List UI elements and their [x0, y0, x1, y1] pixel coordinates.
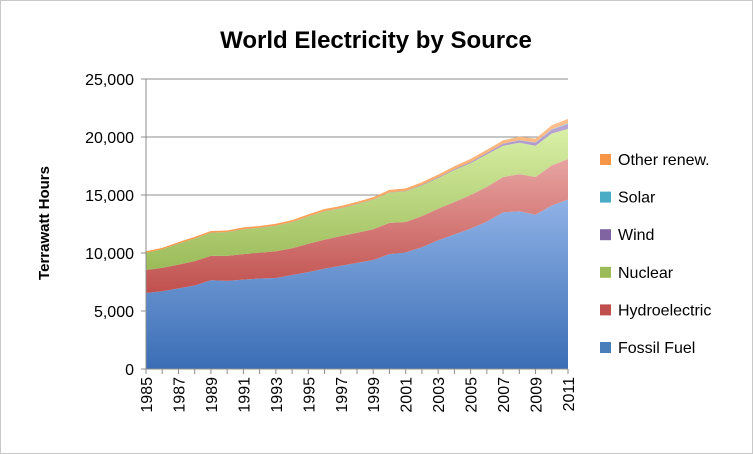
legend-label: Wind [618, 227, 654, 244]
x-tick-label: 1997 [334, 377, 351, 413]
y-tick-label: 0 [125, 362, 134, 379]
y-tick-label: 20,000 [85, 130, 134, 147]
legend-swatch [600, 154, 611, 165]
legend-label: Nuclear [618, 265, 674, 282]
x-tick-label: 2009 [529, 377, 546, 413]
x-tick-label: 1999 [366, 377, 383, 413]
legend-label: Other renew. [618, 152, 710, 169]
y-tick-label: 10,000 [85, 246, 134, 263]
y-axis-label: Terrawatt Hours [36, 166, 53, 280]
legend-label: Fossil Fuel [618, 340, 695, 357]
x-tick-label: 2011 [561, 377, 578, 412]
x-tick-label: 1995 [301, 377, 318, 413]
x-tick-label: 2003 [431, 377, 448, 413]
legend-label: Hydroelectric [618, 302, 711, 319]
legend-swatch [600, 342, 611, 353]
x-tick-label: 1987 [171, 377, 188, 413]
area-series-group [146, 118, 568, 369]
legend-swatch [600, 229, 611, 241]
axes [141, 78, 569, 374]
area-nuclear [146, 128, 568, 271]
chart-title: World Electricity by Source [220, 27, 532, 54]
y-tick-labels: 0 5,000 10,000 15,000 20,000 25,000 [85, 72, 134, 379]
x-tick-label: 2005 [464, 377, 481, 413]
x-tick-label: 1989 [204, 377, 221, 413]
y-tick-label: 25,000 [85, 72, 134, 89]
area-other-renew [146, 118, 568, 253]
legend-swatch [600, 304, 611, 316]
x-tick-label: 1985 [139, 377, 156, 413]
x-tick-label: 2001 [399, 377, 416, 413]
y-tick-label: 5,000 [94, 304, 134, 321]
legend: Other renew. Solar Wind Nuclear Hydroelectri… [600, 152, 711, 357]
x-tick-label: 1991 [236, 377, 253, 413]
legend-label: Solar [618, 190, 656, 207]
legend-swatch [600, 191, 611, 203]
x-tick-label: 2007 [496, 377, 513, 413]
x-tick-label: 1993 [269, 377, 286, 413]
area-hydroelectric [146, 159, 568, 294]
area-fossil-fuel [146, 199, 568, 369]
x-tick-labels: 1985 1987 1989 1991 1993 1995 1997 1999 2001 2003… [139, 377, 578, 413]
legend-swatch [600, 266, 611, 278]
y-tick-label: 15,000 [85, 188, 134, 205]
